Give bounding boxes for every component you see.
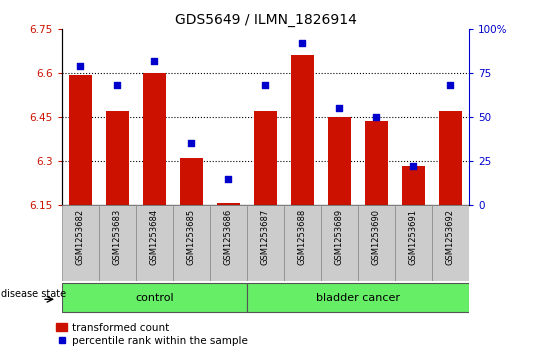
Text: GSM1253689: GSM1253689 <box>335 209 344 265</box>
Text: GSM1253691: GSM1253691 <box>409 209 418 265</box>
Bar <box>254 111 277 205</box>
Text: GSM1253692: GSM1253692 <box>446 209 455 265</box>
Title: GDS5649 / ILMN_1826914: GDS5649 / ILMN_1826914 <box>175 13 356 26</box>
Point <box>298 40 307 46</box>
Bar <box>70 74 92 205</box>
Text: disease state: disease state <box>1 289 66 299</box>
Bar <box>217 203 239 205</box>
Bar <box>210 205 247 281</box>
Point <box>224 176 233 182</box>
Bar <box>439 111 461 205</box>
Legend: transformed count, percentile rank within the sample: transformed count, percentile rank withi… <box>57 323 248 346</box>
Bar <box>181 158 203 205</box>
Bar <box>62 205 99 281</box>
Bar <box>106 111 129 205</box>
Point <box>446 82 455 88</box>
Text: GSM1253683: GSM1253683 <box>113 209 122 265</box>
Text: GSM1253690: GSM1253690 <box>372 209 381 265</box>
Bar <box>402 166 425 205</box>
Bar <box>292 54 314 205</box>
Text: GSM1253685: GSM1253685 <box>187 209 196 265</box>
Point <box>113 82 122 88</box>
Text: GSM1253688: GSM1253688 <box>298 209 307 265</box>
Bar <box>365 122 388 205</box>
Bar <box>173 205 210 281</box>
Text: GSM1253686: GSM1253686 <box>224 209 233 265</box>
Text: GSM1253687: GSM1253687 <box>261 209 270 265</box>
Bar <box>358 205 395 281</box>
Bar <box>247 283 469 312</box>
Bar <box>136 205 173 281</box>
Point <box>372 114 381 120</box>
Bar <box>62 283 247 312</box>
Point <box>261 82 270 88</box>
Bar <box>143 73 165 205</box>
Bar <box>395 205 432 281</box>
Point <box>76 63 85 69</box>
Point <box>150 58 159 64</box>
Bar <box>99 205 136 281</box>
Bar <box>247 205 284 281</box>
Point <box>409 163 418 169</box>
Point <box>335 105 344 111</box>
Bar <box>432 205 469 281</box>
Text: GSM1253682: GSM1253682 <box>76 209 85 265</box>
Text: bladder cancer: bladder cancer <box>316 293 400 303</box>
Bar <box>321 205 358 281</box>
Point <box>187 140 196 146</box>
Bar <box>328 117 350 205</box>
Text: GSM1253684: GSM1253684 <box>150 209 159 265</box>
Text: control: control <box>135 293 174 303</box>
Bar <box>284 205 321 281</box>
